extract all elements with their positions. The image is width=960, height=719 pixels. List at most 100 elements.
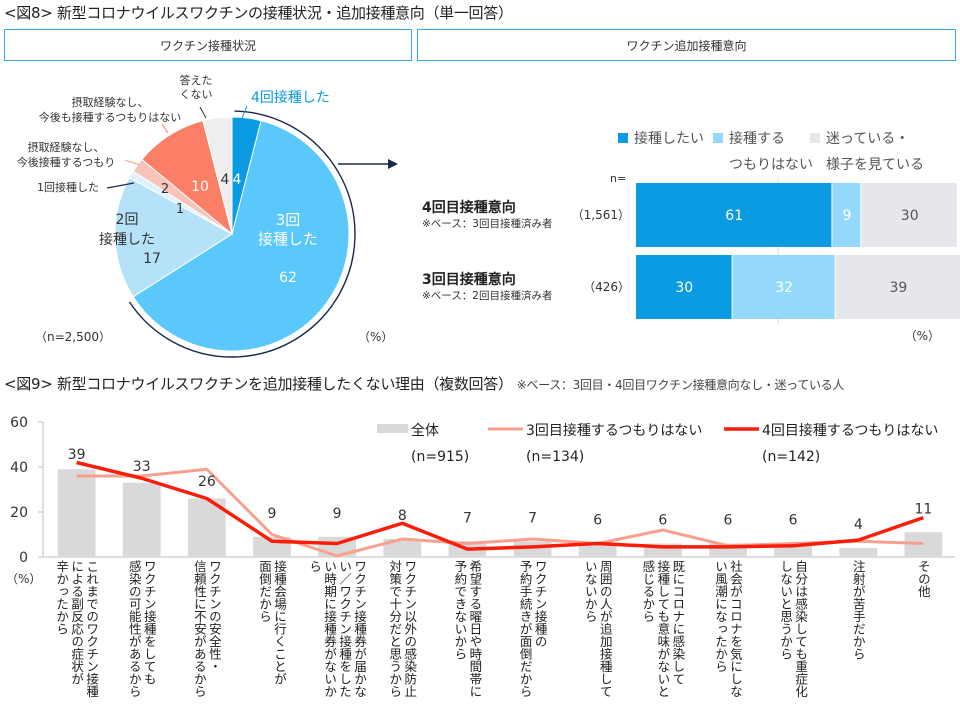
x-category-label: 既にコロナに感染して 接種しても意味がないと 感じるから xyxy=(640,560,686,698)
pie-slice xyxy=(132,120,350,352)
figure9-title: <図9> 新型コロナウイルスワクチンを追加接種したくない理由（複数回答） ※ベース… xyxy=(4,373,844,394)
arrow-right-icon xyxy=(338,159,398,169)
stack-legend-label: 接種したい xyxy=(634,130,704,147)
bar-overall xyxy=(253,536,291,557)
bar-overall xyxy=(839,548,878,557)
leader-line-plan xyxy=(124,159,141,166)
stack-n-header: n= xyxy=(610,172,626,185)
bar-data-label: 39 xyxy=(68,447,86,463)
section-header-booster-intention: ワクチン追加接種意向 xyxy=(417,29,956,61)
stack-segment xyxy=(636,255,732,319)
pie-value-noplan: 10 xyxy=(191,179,209,195)
bar-data-label: 7 xyxy=(528,510,537,526)
pie-label-4-times: 4回接種した xyxy=(251,89,330,106)
x-category-label: その他 xyxy=(915,560,931,598)
stack-legend-swatch xyxy=(810,133,820,143)
pie-label-3-times-line2: 接種した xyxy=(258,230,318,248)
x-category-label: これまでのワクチン接種 による副反応の症状が 辛かったから xyxy=(54,560,100,698)
pie-value-plan: 2 xyxy=(161,182,169,197)
x-category-label: ワクチン接種の 予約手続きが面倒だから xyxy=(517,560,548,698)
legend-label: 全体 xyxy=(411,422,439,439)
legend-n-label: (n=915) xyxy=(411,449,469,465)
stack-value-label: 32 xyxy=(775,280,793,296)
bar-data-label: 33 xyxy=(133,459,151,475)
figure9-title-text: <図9> 新型コロナウイルスワクチンを追加接種したくない理由（複数回答） xyxy=(4,375,513,393)
legend-swatch-overall xyxy=(377,424,408,433)
pie-label-3-times-line1: 3回 xyxy=(276,211,301,229)
figure9-base-note: ※ベース：3回目・4回目ワクチン接種意向なし・迷っている人 xyxy=(516,378,845,392)
stack-unit-label: （%） xyxy=(905,329,940,343)
pie-label-plan-line2: 今後接種するつもり xyxy=(17,155,116,169)
stack-category-note: ※ベース：3回目接種済み者 xyxy=(422,217,552,230)
stack-category-n: （426） xyxy=(583,280,630,294)
pie-slice xyxy=(141,120,233,236)
pie-label-2-times-line1: 2回 xyxy=(116,212,139,228)
leader-line-na xyxy=(199,106,207,119)
bar-data-label: 6 xyxy=(724,513,733,529)
pie-slice xyxy=(202,116,233,235)
leader-line-noplan xyxy=(161,123,169,134)
bar-overall xyxy=(318,536,357,557)
pie-label-one: 1回接種した xyxy=(37,180,99,194)
pie-label-noplan-line2: 今後も接種するつもりはない xyxy=(39,110,182,124)
stack-legend-label: 様子を見ている xyxy=(826,157,924,173)
stack-legend-label: 迷っている・ xyxy=(826,131,909,147)
bar-data-label: 6 xyxy=(593,513,602,529)
pie-label-plan-line1: 摂取経験なし、 xyxy=(28,140,105,154)
legend-label: 4回目接種するつもりはない xyxy=(762,422,938,439)
bar-data-label: 6 xyxy=(789,513,798,529)
bar-overall xyxy=(904,532,943,557)
bar-data-label: 4 xyxy=(854,517,863,533)
y-tick-label: 40 xyxy=(10,460,28,476)
stack-segment xyxy=(835,255,960,319)
stack-value-label: 9 xyxy=(842,208,851,224)
stack-value-label: 30 xyxy=(901,208,919,224)
legend-label: 3回目接種するつもりはない xyxy=(526,422,702,439)
stack-value-label: 30 xyxy=(675,280,693,296)
figure8-title: <図8> 新型コロナウイルスワクチンの接種状況・追加接種意向（単一回答） xyxy=(4,4,513,22)
x-category-label: ワクチンの安全性・ 信頼性に不安があるから xyxy=(191,560,222,698)
bar-overall xyxy=(774,543,813,557)
pie-value-1-time: 1 xyxy=(176,202,184,217)
bar-overall xyxy=(383,539,422,557)
line-3rd-dose-no xyxy=(76,467,924,558)
bar-data-label: 11 xyxy=(915,501,933,517)
stack-category-label: 3回目接種意向 xyxy=(422,271,516,288)
stack-segment xyxy=(636,183,832,247)
x-category-label: ワクチン接種券が届かな い／ワクチン接種をした い時期に接種券がないか ら xyxy=(307,560,368,698)
bar-data-label: 9 xyxy=(333,506,342,522)
section-header-label: ワクチン追加接種意向 xyxy=(626,38,747,53)
x-category-label: 注射が苦手だから xyxy=(850,560,866,660)
pie-value-2-times: 17 xyxy=(143,251,161,267)
bar-overall xyxy=(122,482,161,557)
leader-line-one xyxy=(106,182,135,189)
bar-overall xyxy=(448,541,487,557)
y-tick-label: 0 xyxy=(19,550,28,566)
stack-legend-swatch xyxy=(618,133,628,143)
pie-label-2-times-line2: 接種した xyxy=(99,231,155,248)
stack-segment xyxy=(832,183,861,247)
legend-n-label: (n=142) xyxy=(762,449,820,465)
pie-unit-label: （%） xyxy=(358,330,393,344)
line-4th-dose-no xyxy=(76,460,924,551)
bar-data-label: 26 xyxy=(198,474,216,490)
x-category-label: 社会がコロナを気にしな い風潮になったから xyxy=(713,560,743,698)
stack-category-label: 4回目接種意向 xyxy=(422,199,516,216)
section-header-vaccination-status: ワクチン接種状況 xyxy=(4,29,412,61)
stack-segment xyxy=(861,183,957,247)
bar-overall xyxy=(643,543,682,557)
pie-label-na-line2: くない xyxy=(180,88,213,101)
bar-overall xyxy=(513,541,552,557)
bar-data-label: 6 xyxy=(658,513,667,529)
stack-value-label: 39 xyxy=(890,280,908,296)
x-category-label: 自分は感染しても重症化 しないと思うから xyxy=(778,560,809,698)
pie-label-noplan-line1: 摂取経験なし、 xyxy=(72,95,149,109)
reasons-y-unit: （%） xyxy=(6,572,41,586)
section-header-label: ワクチン接種状況 xyxy=(159,38,256,53)
pie-chart: 4回接種した 答えた くない 摂取経験なし、 今後も接種するつもりはない 摂取経… xyxy=(17,73,398,358)
legend-n-label: (n=134) xyxy=(526,449,584,465)
x-category-label: ワクチン接種をしても 感染の可能性があるから xyxy=(126,560,157,698)
bar-data-label: 7 xyxy=(463,510,472,526)
pie-bracket-arc xyxy=(128,110,356,358)
stack-legend-label: つもりはない xyxy=(729,157,813,173)
